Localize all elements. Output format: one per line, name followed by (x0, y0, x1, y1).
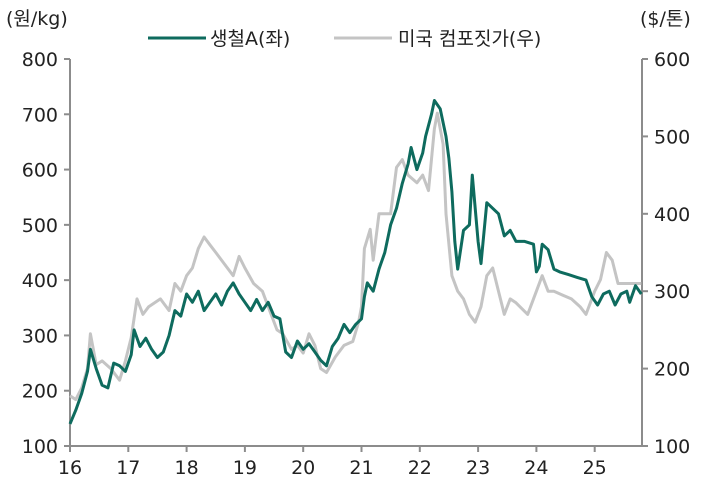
x-tick-label: 18 (175, 457, 199, 479)
axes (64, 59, 648, 447)
right-tick-label: 600 (654, 49, 690, 71)
right-tick-label: 300 (654, 281, 690, 303)
left-tick-label: 800 (22, 49, 58, 71)
left-axis-unit: (원/kg) (6, 8, 68, 30)
right-tick-label: 500 (654, 126, 690, 148)
ticks (64, 58, 648, 452)
left-tick-label: 500 (22, 215, 58, 237)
series-scrap-a-line (68, 99, 643, 425)
x-tick-label: 17 (116, 457, 140, 479)
left-tick-label: 100 (22, 436, 58, 458)
x-tick-label: 16 (58, 457, 82, 479)
right-tick-label: 400 (654, 204, 690, 226)
right-tick-label: 100 (654, 436, 690, 458)
left-tick-label: 600 (22, 160, 58, 182)
left-tick-label: 400 (22, 270, 58, 292)
right-axis-unit: ($/톤) (640, 8, 691, 30)
right-tick-label: 200 (654, 359, 690, 381)
x-tick-label: 20 (291, 457, 315, 479)
x-tick-label: 23 (466, 457, 490, 479)
series-us-composite-line (69, 111, 642, 402)
x-tick-label: 21 (349, 457, 373, 479)
x-tick-label: 19 (233, 457, 257, 479)
legend: 생철A(좌) 미국 컴포짓가(우) (148, 28, 541, 50)
legend-label-us-composite: 미국 컴포짓가(우) (398, 28, 541, 50)
left-tick-label: 200 (22, 381, 58, 403)
legend-label-scrap-a: 생철A(좌) (210, 28, 290, 50)
x-tick-label: 24 (524, 457, 548, 479)
left-tick-label: 300 (22, 325, 58, 347)
tick-labels: 100 200 300 400 500 600 700 800 100 200 300 400 500 6… (22, 49, 691, 479)
x-tick-label: 22 (408, 457, 432, 479)
left-tick-label: 700 (22, 104, 58, 126)
x-tick-label: 25 (583, 457, 607, 479)
